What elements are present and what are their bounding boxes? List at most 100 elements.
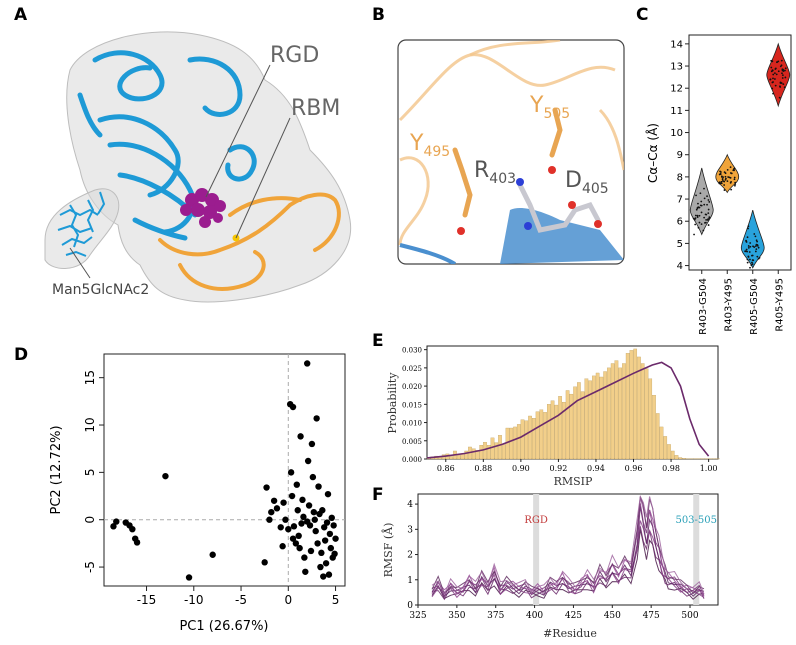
rgd-label: RGD (270, 43, 319, 68)
violin-point (697, 226, 700, 229)
violin-point (746, 261, 749, 264)
violin-point (749, 266, 751, 269)
scatter-point (268, 508, 275, 516)
violin-point (705, 218, 708, 221)
histogram-bar (629, 350, 634, 460)
scatter-point (110, 523, 117, 530)
plot-frame-f (417, 493, 719, 606)
ytick-label-c: 12 (670, 84, 683, 95)
label-y495: Y495 (409, 131, 450, 160)
xtick-label-e: 0.96 (625, 464, 643, 473)
violin-point (774, 72, 776, 75)
label-y505: Y505 (529, 93, 570, 122)
scatter-point (296, 544, 303, 552)
xtick-label-e: 0.86 (437, 464, 455, 473)
violin-point (755, 248, 758, 251)
xtick-label-e: 0.90 (512, 464, 530, 473)
xtick-label-e: 0.98 (662, 464, 680, 473)
ytick-label-e: 0.005 (402, 438, 422, 446)
violin-point (781, 77, 784, 79)
violin-point (707, 212, 710, 215)
label-d405: D405 (565, 168, 609, 197)
scatter-point (312, 527, 319, 535)
glycan-label: Man5GlcNAc2 (52, 282, 149, 298)
scatter-point (289, 535, 297, 542)
histogram-bar (588, 380, 592, 460)
xtick-label-f: 350 (448, 611, 465, 621)
histogram-bar (670, 450, 675, 460)
violin-point (724, 175, 727, 178)
histogram-bar (562, 401, 566, 460)
violin-point (749, 258, 751, 261)
violin-point (745, 248, 748, 251)
violin-point (723, 189, 726, 191)
histogram-bar (648, 378, 653, 460)
violin-point (734, 183, 737, 185)
violin-point (753, 246, 756, 249)
violin-point (721, 177, 724, 180)
scatter-point (320, 573, 327, 580)
ytick-label-c: 11 (670, 106, 683, 117)
scatter-point (308, 440, 316, 448)
violin-point (779, 86, 782, 88)
histogram-bar (498, 435, 502, 460)
xtick-label-f: 375 (487, 611, 504, 621)
violin-point (696, 216, 699, 218)
scatter-point (270, 497, 278, 504)
violin-point (754, 245, 757, 248)
violin-point (703, 203, 706, 206)
scatter-point (185, 574, 193, 581)
scatter-point (305, 502, 313, 509)
violin-point (774, 78, 776, 80)
region-label: RGD (524, 515, 548, 526)
scatter-point (277, 524, 284, 531)
violin-point (747, 245, 750, 247)
scatter-point (290, 523, 298, 530)
scatter-point (300, 513, 307, 521)
scatter-point (298, 520, 305, 527)
violin-point (719, 173, 722, 175)
violin-point (780, 82, 783, 84)
ytick-label-d: -5 (83, 561, 97, 573)
scatter-point (301, 554, 308, 561)
scatter-point (299, 496, 306, 504)
violin-point (707, 208, 710, 211)
protein-surface (66, 31, 352, 303)
ytick-label-e: 0.020 (402, 383, 422, 391)
violin-point (756, 255, 759, 258)
violin-point (751, 254, 753, 257)
panel-d: D -15 -10 -5 0 5 -5 0 5 10 15 PC1 (26.67%) PC2 (1… (14, 345, 346, 634)
ytick-label-c: 10 (670, 128, 683, 139)
violin-point (722, 176, 725, 179)
violin-point (748, 251, 751, 253)
histogram-bar (554, 404, 559, 460)
xtick-label-f: 325 (409, 611, 426, 621)
violin-point (708, 201, 711, 203)
arg-asp-sticks (517, 182, 601, 233)
violin-point (694, 223, 697, 226)
histogram-bar (509, 427, 514, 460)
violin-point (695, 194, 697, 197)
ytick-label-d: 10 (83, 417, 97, 432)
violin-point (707, 224, 710, 226)
panel-label-d: D (14, 345, 28, 365)
rgd-spheres (180, 188, 226, 228)
histogram-bar (558, 396, 562, 460)
histogram-bar (595, 372, 600, 460)
histogram-bar (449, 456, 454, 460)
ytick-label-c: 6 (677, 217, 683, 228)
violin-point (704, 213, 707, 216)
scatter-point (273, 505, 281, 512)
region-label: 503-505 (675, 515, 717, 526)
scatter-point (282, 516, 289, 523)
ytick-label-e: 0.010 (402, 420, 422, 428)
panel-e: E 0.86 0.88 0.90 0.92 0.94 0.96 0.98 1.00 0.000 0… (372, 331, 720, 488)
histogram-bar (674, 455, 679, 460)
panel-a: A (14, 5, 352, 303)
violin-point (700, 200, 703, 203)
violin-point (777, 70, 780, 73)
xtick-label-f: 475 (643, 611, 660, 621)
scatter-point (297, 433, 304, 440)
plot-frame-d (103, 353, 346, 587)
